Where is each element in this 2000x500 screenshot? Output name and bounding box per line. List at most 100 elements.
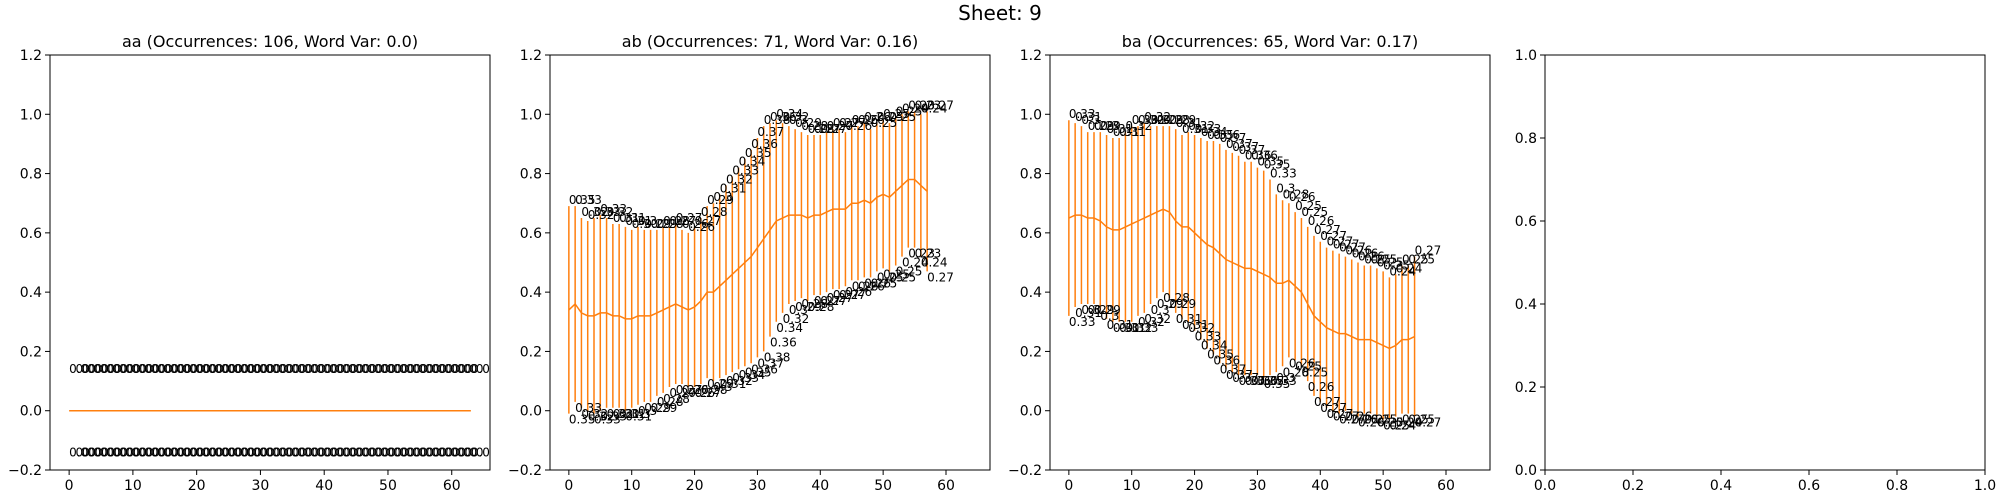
data-label: 0.26 (864, 110, 891, 124)
data-label: 0.0 (394, 362, 413, 376)
data-label: 0.0 (299, 362, 318, 376)
data-label: 0.0 (407, 445, 426, 459)
data-label: 0.0 (248, 445, 267, 459)
data-label: 0.0 (350, 445, 369, 459)
data-label: 0.26 (1289, 190, 1316, 204)
data-label: 0.31 (1176, 116, 1203, 130)
data-label: 0.0 (318, 362, 337, 376)
data-label: 0.0 (286, 362, 305, 376)
x-tick-label: 10 (623, 478, 641, 494)
data-label: 0.3 (1276, 371, 1295, 385)
data-label: 0.24 (902, 256, 929, 270)
series-1: 0.350.350.330.330.320.320.320.320.330.33… (568, 98, 954, 427)
data-label: 0.0 (216, 445, 235, 459)
data-label: 0.24 (1396, 416, 1423, 430)
data-label: 0.0 (184, 445, 203, 459)
data-label: 0.0 (305, 362, 324, 376)
data-label: 0.0 (273, 445, 292, 459)
data-label: 0.0 (394, 445, 413, 459)
data-label: 0.0 (95, 445, 114, 459)
data-label: 0.37 (1226, 137, 1253, 151)
data-label: 0.28 (663, 214, 690, 228)
data-label: 0.25 (877, 110, 904, 124)
data-label: 0.0 (216, 362, 235, 376)
series-1: 0.330.330.310.310.30.30.290.290.290.290.… (1068, 107, 1442, 433)
data-label: 0.33 (1069, 107, 1096, 121)
data-label: 0.29 (651, 401, 678, 415)
data-label: 0.29 (1094, 303, 1121, 317)
data-label: 0.28 (801, 119, 828, 133)
data-label: 0.3 (1100, 309, 1119, 323)
data-label: 0.0 (235, 362, 254, 376)
data-label: 0.25 (883, 267, 910, 281)
data-label: 0.32 (783, 312, 810, 326)
data-label: 0.33 (1132, 113, 1159, 127)
data-label: 0.32 (1144, 312, 1171, 326)
data-label: 0.26 (682, 217, 709, 231)
data-label: 0.3 (789, 303, 808, 317)
data-label: 0.27 (820, 122, 847, 136)
data-label: 0.3 (632, 217, 651, 231)
subplot-3: ba (Occurrences: 65, Word Var: 0.17) 0 10 2… (1008, 32, 1491, 494)
data-label: 0.28 (808, 300, 835, 314)
y-tick-label: 0.6 (1515, 214, 1537, 230)
data-label: 0.29 (1088, 303, 1115, 317)
data-label: 0.0 (120, 445, 139, 459)
data-label: 0.0 (471, 445, 490, 459)
data-label: 0.26 (858, 113, 885, 127)
x-tick-label: 50 (874, 478, 892, 494)
data-label: 0.0 (458, 362, 477, 376)
data-label: 0.27 (1339, 413, 1366, 427)
data-label: 0.3 (1276, 181, 1295, 195)
data-label: 0.33 (600, 202, 627, 216)
y-tick-label: 0.8 (1020, 167, 1042, 183)
data-label: 0.37 (1239, 374, 1266, 388)
data-label: 0.31 (720, 377, 747, 391)
data-label: 0.26 (1308, 214, 1335, 228)
data-label: 0.32 (607, 205, 634, 219)
data-label: 0.0 (158, 362, 177, 376)
data-label: 0.25 (883, 107, 910, 121)
data-label: 0.27 (839, 288, 866, 302)
data-label: 0.0 (445, 362, 464, 376)
subplot-title: aa (Occurrences: 106, Word Var: 0.0) (122, 32, 418, 51)
y-tick-label: 0.2 (1020, 344, 1042, 360)
data-label: 0.27 (669, 214, 696, 228)
data-label: 0.26 (1358, 416, 1385, 430)
data-label: 0.31 (1182, 122, 1209, 136)
data-label: 0.36 (1245, 374, 1272, 388)
data-label: 0.0 (280, 445, 299, 459)
y-tick-label: −0.2 (508, 463, 542, 479)
data-label: 0.27 (833, 116, 860, 130)
data-label: 0.0 (439, 362, 458, 376)
data-label: 0.27 (1415, 416, 1442, 430)
data-label: 0.0 (127, 445, 146, 459)
data-label: 0.0 (82, 362, 101, 376)
data-label: 0.31 (720, 181, 747, 195)
y-tick-label: 1.0 (1020, 107, 1042, 123)
data-label: 0.28 (663, 392, 690, 406)
data-label: 0.33 (600, 410, 627, 424)
data-label: 0.29 (795, 116, 822, 130)
subplot-4: 0.0 0.2 0.4 0.6 0.8 1.0 0.0 0.2 0.4 0.6 0.8 1.0 (1515, 48, 1996, 494)
data-label: 0.27 (1314, 395, 1341, 409)
data-label: 0.33 (1195, 122, 1222, 136)
data-label: 0.35 (569, 193, 596, 207)
data-label: 0.29 (1157, 297, 1184, 311)
data-label: 0.24 (1389, 419, 1416, 433)
data-label: 0.29 (644, 217, 671, 231)
axes-frame (549, 54, 991, 471)
data-label: 0.25 (1371, 252, 1398, 266)
data-label: 0.33 (575, 401, 602, 415)
data-label: 0.36 (751, 137, 778, 151)
data-label: 0.0 (241, 362, 260, 376)
data-label: 0.0 (101, 362, 120, 376)
data-label: 0.28 (657, 217, 684, 231)
data-label: 0.26 (688, 386, 715, 400)
data-label: 0.29 (707, 377, 734, 391)
data-label: 0.32 (1188, 119, 1215, 133)
data-label: 0.36 (1213, 128, 1240, 142)
data-label: 0.3 (1100, 119, 1119, 133)
data-label: 0.28 (657, 395, 684, 409)
data-label: 0.0 (433, 362, 452, 376)
